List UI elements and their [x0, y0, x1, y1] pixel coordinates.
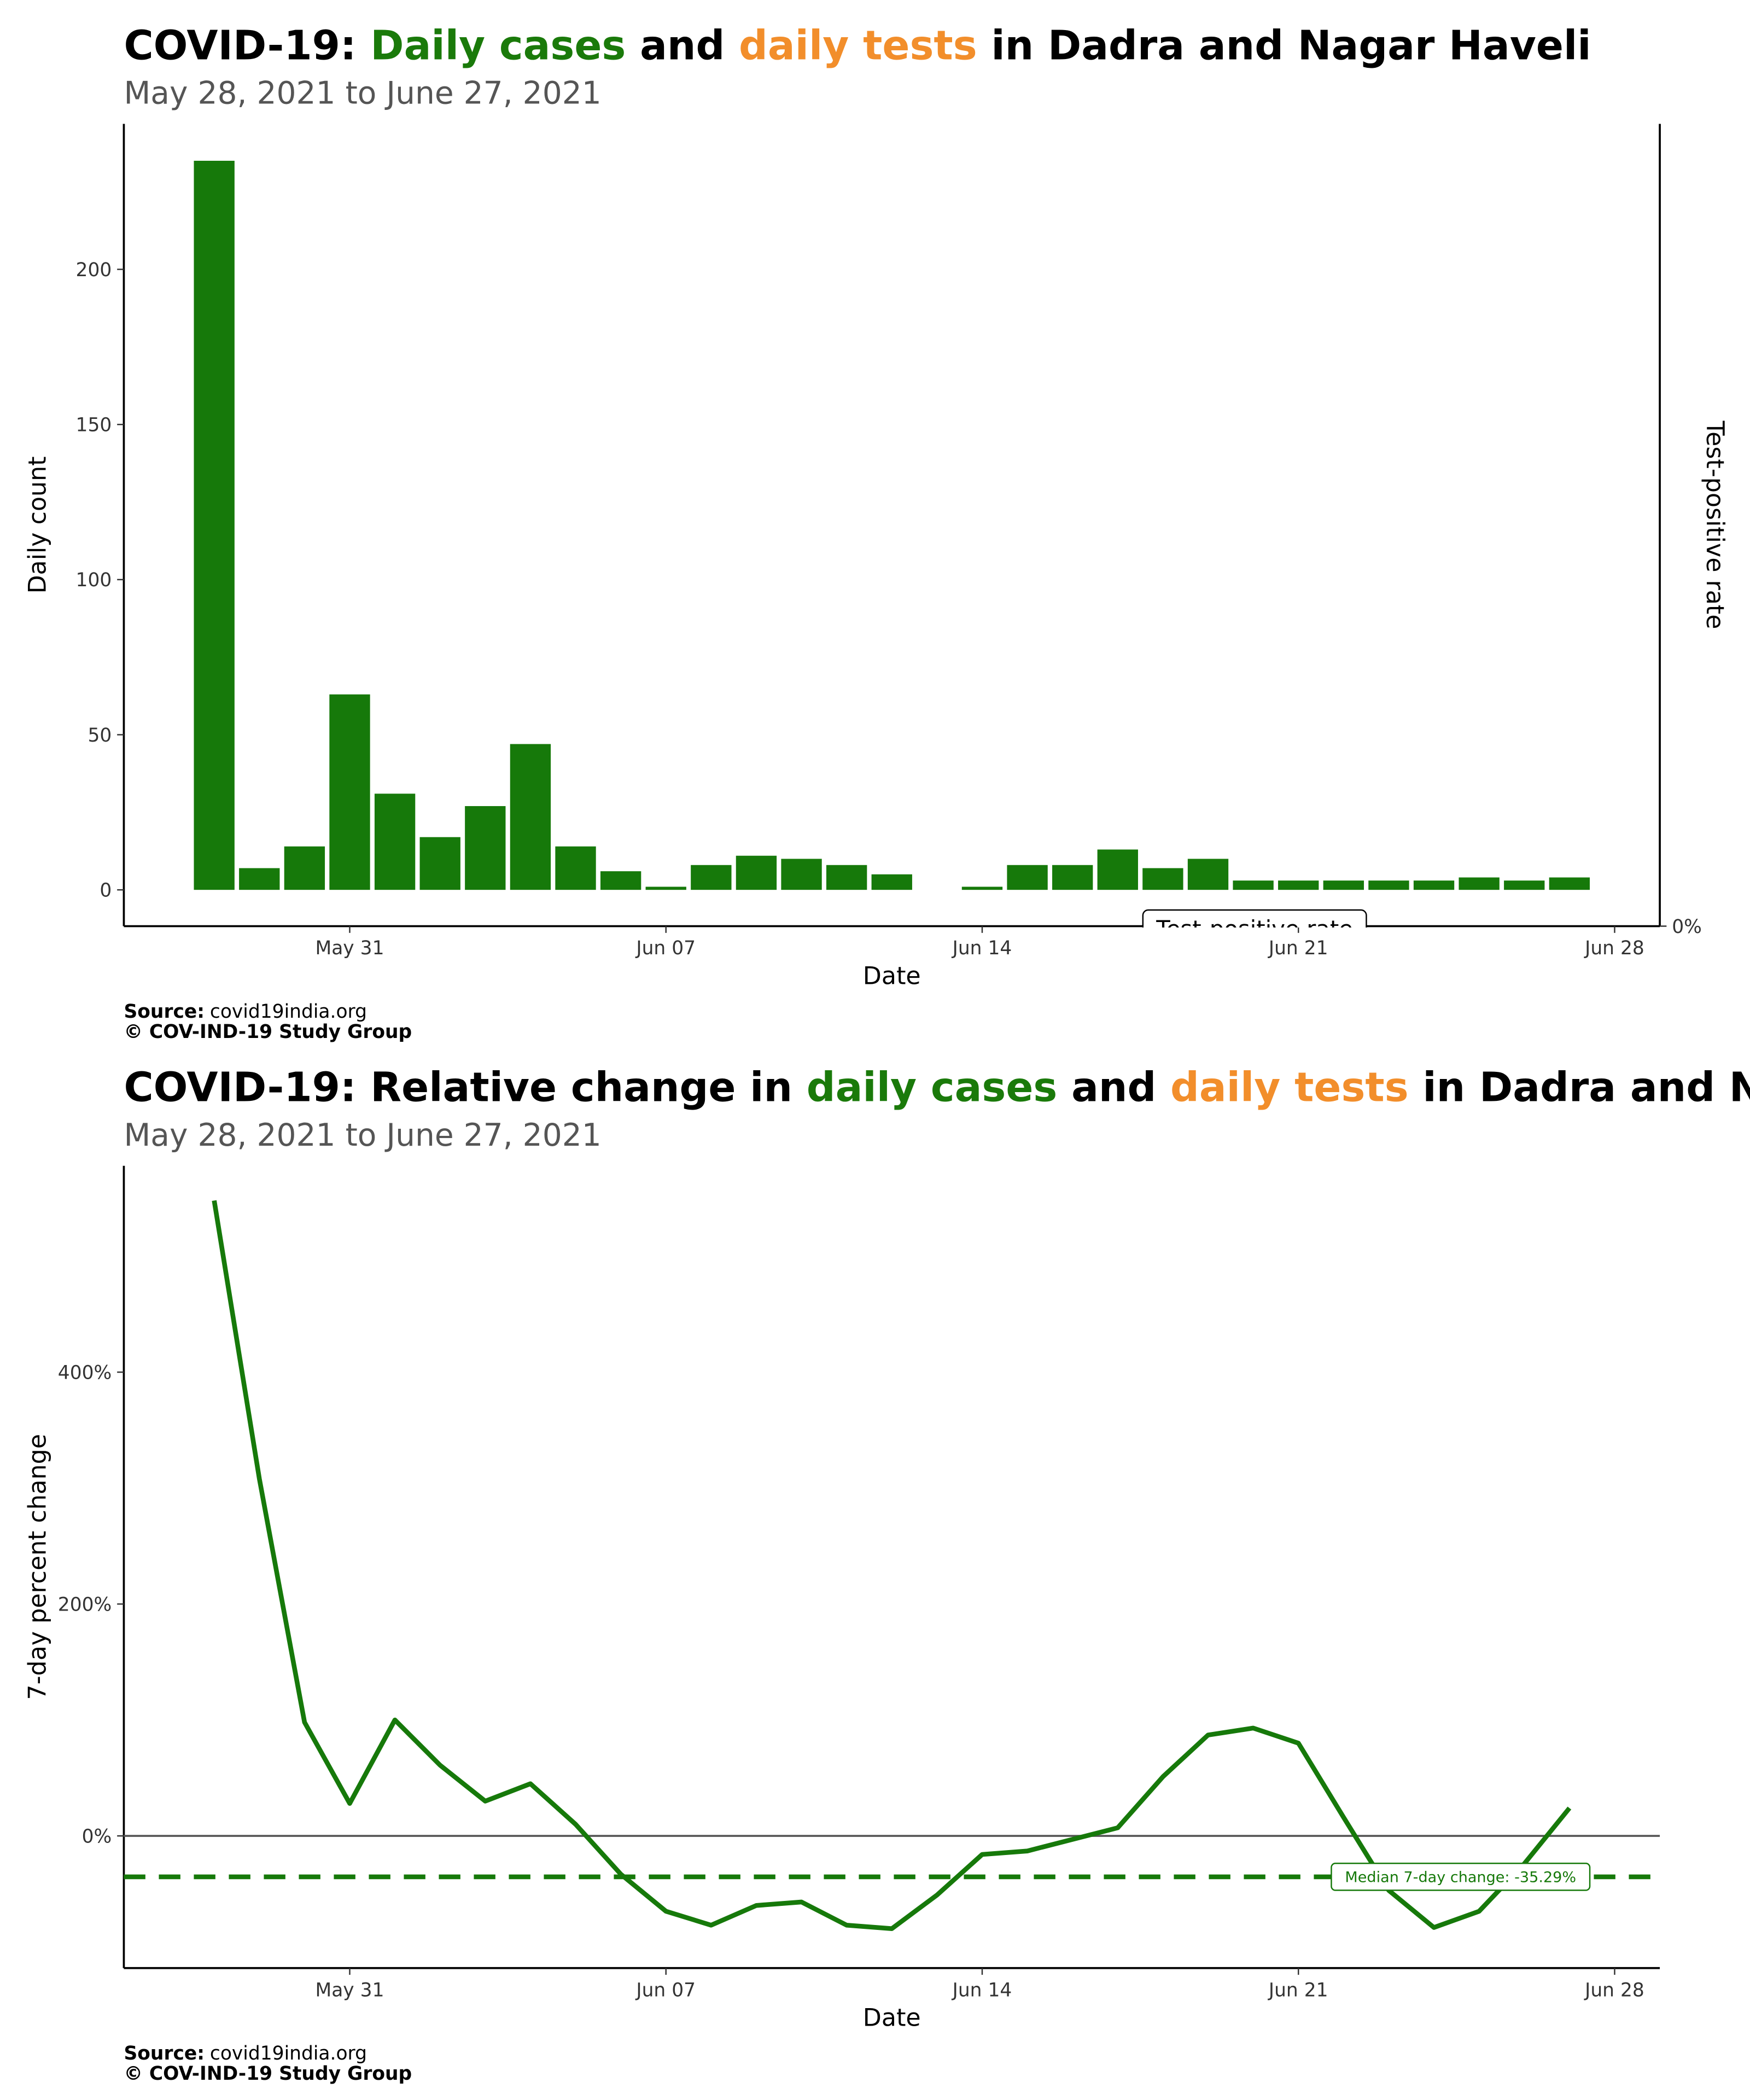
chart: COVID-19: Relative change in daily cases…: [24, 1064, 1750, 2085]
bar: [1278, 880, 1319, 890]
title-part: and: [626, 22, 739, 69]
title-part: in Dadra and Nagar Haveli: [977, 22, 1591, 69]
y2-tick-label: 0%: [1672, 916, 1702, 938]
legend-label: Test-positive rate: [1156, 915, 1353, 942]
line: [212, 1200, 1572, 1932]
x-axis-title: Date: [863, 962, 921, 990]
bar: [329, 694, 370, 890]
y-tick-label: 50: [88, 725, 112, 746]
copyright: © COV-IND-19 Study Group: [124, 2063, 412, 2085]
bar: [374, 794, 416, 890]
bar: [691, 865, 732, 890]
y-tick-label: 400%: [58, 1362, 112, 1384]
bar: [194, 160, 235, 890]
y-axis-title: Daily count: [24, 456, 52, 593]
bar: [1007, 865, 1048, 890]
bar: [645, 886, 686, 890]
bar: [600, 871, 641, 890]
legend: Test-positive rate: [1142, 909, 1367, 942]
source-label: Source:: [124, 1001, 205, 1023]
bar: [1233, 880, 1274, 890]
bar: [1097, 849, 1138, 890]
x-tick-label: Jun 14: [952, 1979, 1012, 2001]
title-part: daily tests: [1170, 1064, 1409, 1111]
bar: [736, 855, 777, 890]
copyright: © COV-IND-19 Study Group: [124, 1021, 412, 1043]
bar: [465, 806, 506, 890]
bar: [1459, 877, 1500, 890]
y-tick-label: 200: [76, 259, 112, 281]
title-part: daily cases: [807, 1064, 1058, 1111]
chart: COVID-19: Daily cases and daily tests in…: [24, 22, 1729, 1043]
source-label: Source:: [124, 2043, 205, 2064]
x-tick-label: Jun 28: [1584, 1979, 1644, 2001]
y-tick-label: 200%: [58, 1594, 112, 1615]
x-tick-label: Jun 21: [1268, 1979, 1328, 2001]
source: Source: covid19india.org: [124, 1001, 367, 1023]
bar: [555, 846, 596, 890]
bar: [1368, 880, 1409, 890]
title-part: COVID-19: Relative change in: [124, 1064, 806, 1111]
bar: [1549, 877, 1590, 890]
bar: [1052, 865, 1093, 890]
x-tick-label: Jun 21: [1268, 937, 1328, 959]
x-tick-label: May 31: [315, 1979, 384, 2001]
x-tick-label: Jun 14: [952, 937, 1012, 959]
chart-subtitle: May 28, 2021 to June 27, 2021: [124, 1117, 601, 1153]
source-value: covid19india.org: [210, 2043, 367, 2064]
bar: [1504, 880, 1545, 890]
median-label: Median 7-day change: -35.29%: [1345, 1869, 1576, 1886]
chart-subtitle: May 28, 2021 to June 27, 2021: [124, 75, 601, 112]
median-box: [1331, 1863, 1591, 1891]
title-part: in Dadra and Nagar Haveli: [1409, 1064, 1750, 1111]
bar: [1413, 880, 1455, 890]
y2-axis-title: Test-positive rate: [1701, 420, 1729, 629]
x-tick-label: Jun 28: [1584, 937, 1644, 959]
y-tick-label: 150: [76, 414, 112, 436]
source-value: covid19india.org: [210, 1001, 367, 1023]
source: Source: covid19india.org: [124, 2043, 367, 2064]
chart-title: COVID-19: Daily cases and daily tests in…: [124, 22, 1591, 69]
bar: [510, 744, 551, 890]
bar: [284, 846, 325, 890]
title-part: COVID-19:: [124, 22, 370, 69]
bar: [781, 859, 822, 890]
x-tick-label: Jun 07: [635, 1979, 696, 2001]
x-axis-title: Date: [863, 2004, 921, 2032]
x-tick-label: Jun 07: [635, 937, 696, 959]
bar: [419, 837, 460, 890]
bar: [871, 874, 912, 890]
y-tick-label: 100: [76, 569, 112, 591]
x-tick-label: May 31: [315, 937, 384, 959]
title-part: daily tests: [739, 22, 977, 69]
bar: [961, 886, 1003, 890]
bar: [1323, 880, 1364, 890]
legend-box: [1142, 909, 1367, 928]
title-part: and: [1057, 1064, 1170, 1111]
y-axis-title: 7-day percent change: [24, 1434, 52, 1700]
bar: [1187, 859, 1229, 890]
bar: [1142, 868, 1183, 890]
y-tick-label: 0: [100, 879, 112, 901]
bar: [239, 868, 280, 890]
title-part: Daily cases: [370, 22, 626, 69]
y-tick-label: 0%: [82, 1825, 112, 1847]
bar: [826, 865, 867, 890]
chart-title: COVID-19: Relative change in daily cases…: [124, 1064, 1750, 1111]
